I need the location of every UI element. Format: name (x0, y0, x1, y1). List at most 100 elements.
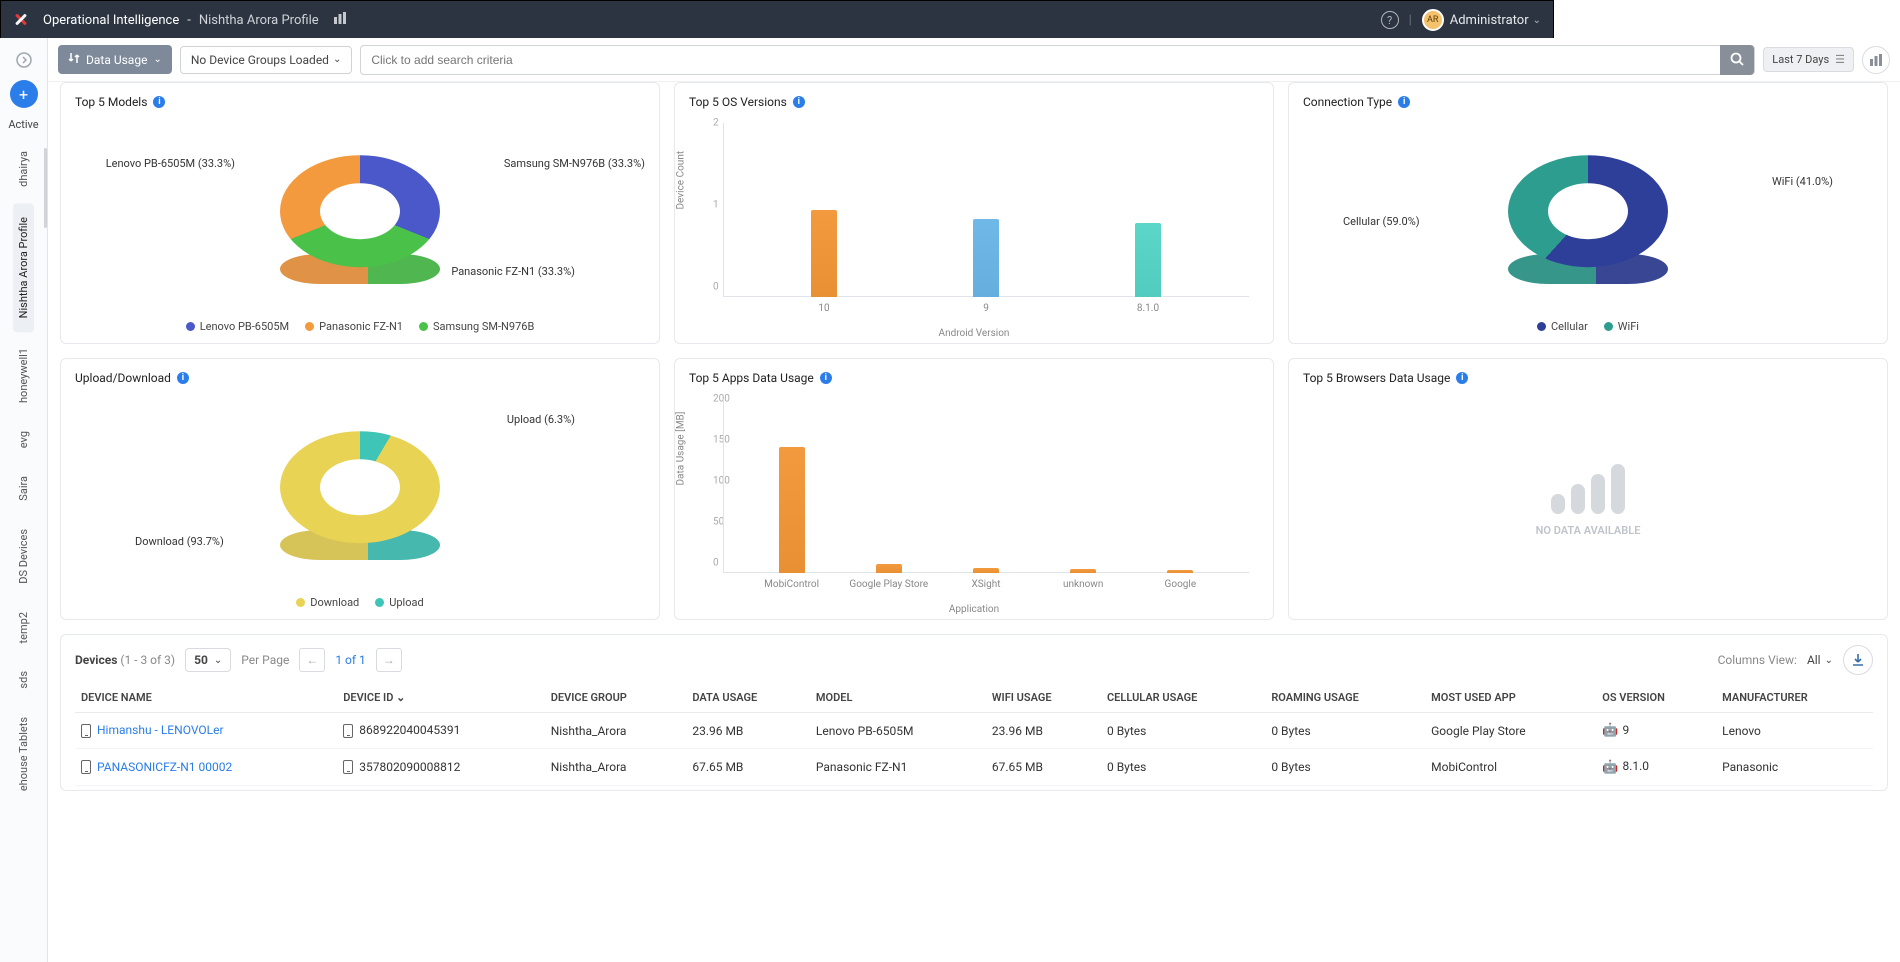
info-icon[interactable]: i (177, 372, 189, 384)
columns-view-label: Columns View: (1718, 653, 1797, 667)
help-button[interactable]: ? (1381, 11, 1399, 29)
info-icon[interactable]: i (153, 96, 165, 108)
search-button[interactable] (1720, 45, 1754, 75)
chart-label: Samsung SM-N976B (33.3%) (504, 157, 645, 170)
legend-item: Lenovo PB-6505M (186, 320, 289, 333)
chart-body: Lenovo PB-6505M (33.3%) Samsung SM-N976B … (75, 115, 645, 333)
columns-view-dropdown[interactable]: All ⌄ (1807, 653, 1833, 667)
chart-legend: CellularWiFi (1303, 320, 1873, 333)
column-header[interactable]: MODEL (810, 683, 986, 713)
chart-label: Lenovo PB-6505M (33.3%) (75, 157, 235, 170)
android-icon: 🤖 (1602, 723, 1618, 738)
bar: MobiControl (779, 447, 805, 573)
x-axis-label: Android Version (939, 328, 1010, 339)
info-icon[interactable]: i (1456, 372, 1468, 384)
legend-item: WiFi (1604, 320, 1639, 333)
chart-body: Data Usage [MB]050100150200MobiControlGo… (689, 391, 1259, 609)
column-header[interactable]: DEVICE GROUP (545, 683, 687, 713)
export-button[interactable] (1843, 645, 1873, 675)
rail-tab[interactable]: temp2 (9, 598, 38, 657)
rail-tab[interactable]: honeywell1 (9, 334, 38, 417)
card-top_apps: Top 5 Apps Data Usagei Data Usage [MB]050… (674, 358, 1274, 620)
column-header[interactable]: DATA USAGE (686, 683, 810, 713)
user-avatar[interactable]: AR (1422, 9, 1444, 31)
card-title: Top 5 OS Versionsi (689, 95, 1259, 109)
bar-label: XSight (971, 579, 1000, 590)
main-content: Top 5 ModelsiLenovo PB-6505M (33.3%)Sams… (48, 82, 1900, 962)
toolbar: Data Usage ⌄ No Device Groups Loaded ⌄ L… (48, 38, 1900, 82)
rail-tab[interactable]: Saira (9, 462, 38, 515)
devices-table-section: Devices (1 - 3 of 3) 50 ⌄ Per Page ← 1 o… (60, 634, 1888, 791)
chart-body: Upload (6.3%)Download (93.7%)DownloadUpl… (75, 391, 645, 609)
date-range-dropdown[interactable]: Last 7 Days ☰ (1763, 47, 1854, 72)
table-row[interactable]: Himanshu - LENOVOLer868922040045391Nisht… (75, 713, 1873, 749)
add-tab-button[interactable]: + (10, 80, 38, 108)
device-name-link[interactable]: PANASONICFZ-N1 00002 (97, 760, 232, 774)
rail-tab[interactable]: DS Devices (9, 515, 38, 598)
rail-tab[interactable]: dhairya (9, 137, 38, 201)
y-axis-label: Device Count (676, 151, 687, 210)
prev-page-button[interactable]: ← (299, 648, 325, 672)
info-icon[interactable]: i (793, 96, 805, 108)
bar: XSight (973, 568, 999, 573)
rail-tab[interactable]: evg (9, 417, 38, 462)
card-title: Connection Typei (1303, 95, 1873, 109)
column-header[interactable]: DEVICE ID ⌄ (337, 683, 544, 713)
bar: 8.1.0 (1135, 223, 1161, 297)
column-header[interactable]: MANUFACTURER (1716, 683, 1873, 713)
info-icon[interactable]: i (1398, 96, 1410, 108)
column-header[interactable]: DEVICE NAME (75, 683, 337, 713)
chevron-down-icon: ⌄ (153, 54, 161, 65)
user-name[interactable]: Administrator (1450, 13, 1529, 28)
bar-label: 10 (818, 303, 829, 314)
expand-rail-button[interactable] (10, 46, 38, 74)
analytics-toggle-button[interactable] (1862, 46, 1890, 74)
column-header[interactable]: ROAMING USAGE (1265, 683, 1425, 713)
rail-tab[interactable]: sds (9, 657, 38, 703)
chart-legend: DownloadUpload (75, 596, 645, 609)
no-data-placeholder: NO DATA AVAILABLE (1303, 391, 1873, 609)
chevron-down-icon[interactable]: ⌄ (1533, 15, 1541, 26)
android-icon: 🤖 (1602, 760, 1618, 775)
chart-label: Upload (6.3%) (507, 413, 575, 426)
table-title: Devices (75, 653, 117, 667)
rail-tab[interactable]: Nishtha Arora Profile (13, 203, 34, 332)
mode-dropdown[interactable]: Data Usage ⌄ (58, 45, 172, 74)
column-header[interactable]: OS VERSION (1596, 683, 1716, 713)
column-header[interactable]: WIFI USAGE (986, 683, 1101, 713)
sort-icon (68, 51, 80, 68)
page-size-dropdown[interactable]: 50 ⌄ (185, 648, 231, 672)
chart-icon (333, 12, 347, 28)
device-icon (81, 724, 91, 738)
device-groups-dropdown[interactable]: No Device Groups Loaded ⌄ (180, 46, 353, 74)
device-icon (81, 760, 91, 774)
chart-label: Panasonic FZ-N1 (33.3%) (451, 265, 575, 278)
bar-label: Google Play Store (849, 579, 928, 590)
search-container (360, 45, 1755, 75)
tabs-section-label: Active (8, 118, 38, 131)
card-title: Top 5 Apps Data Usagei (689, 371, 1259, 385)
header-subtitle: Nishtha Arora Profile (199, 13, 319, 28)
chart-label: WiFi (41.0%) (1772, 175, 1833, 188)
search-input[interactable] (361, 53, 1720, 67)
card-updown: Upload/DownloadiUpload (6.3%)Download (9… (60, 358, 660, 620)
info-icon[interactable]: i (820, 372, 832, 384)
table-row[interactable]: PANASONICFZ-N1 00002357802090008812Nisht… (75, 749, 1873, 785)
rail-tab[interactable]: ehouse Tablets (9, 703, 38, 805)
brand-logo (13, 12, 29, 28)
next-page-button[interactable]: → (376, 648, 402, 672)
bar-label: 9 (983, 303, 989, 314)
bar-label: Google (1165, 579, 1197, 590)
bar: 10 (811, 210, 837, 297)
bar: 9 (973, 219, 999, 297)
column-header[interactable]: MOST USED APP (1425, 683, 1596, 713)
device-name-link[interactable]: Himanshu - LENOVOLer (97, 723, 224, 737)
card-title: Top 5 Browsers Data Usagei (1303, 371, 1873, 385)
per-page-label: Per Page (241, 653, 289, 667)
device-icon (343, 760, 353, 774)
column-header[interactable]: CELLULAR USAGE (1101, 683, 1265, 713)
bar-label: unknown (1063, 579, 1103, 590)
app-header: Operational Intelligence - Nishtha Arora… (1, 1, 1553, 39)
chart-body: NO DATA AVAILABLE (1303, 391, 1873, 609)
bar: unknown (1070, 569, 1096, 573)
